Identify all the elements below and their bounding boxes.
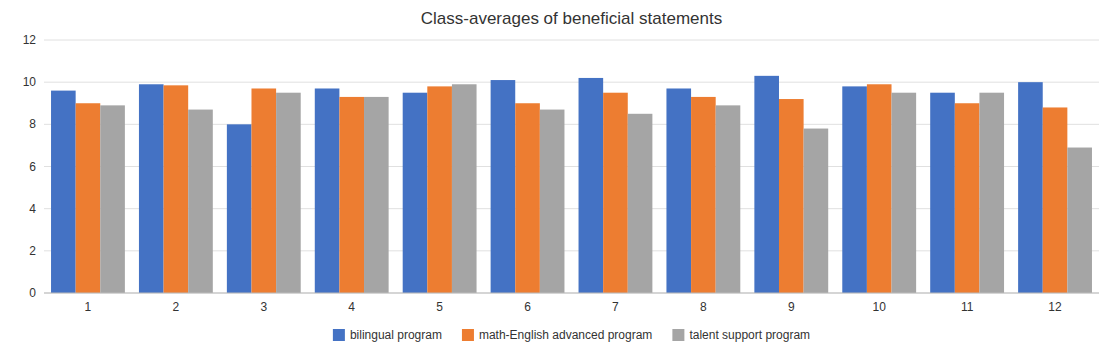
bar xyxy=(955,103,980,293)
bar xyxy=(452,84,477,293)
bar xyxy=(315,88,340,293)
grid xyxy=(44,40,1099,293)
x-tick-label: 10 xyxy=(873,300,887,314)
grid-line xyxy=(44,293,1099,294)
bars xyxy=(51,76,1092,293)
bar xyxy=(867,84,892,293)
bar xyxy=(666,88,691,293)
grid-line xyxy=(44,40,1099,41)
bar xyxy=(540,110,565,293)
legend: bilingual program math-English advanced p… xyxy=(333,328,810,342)
chart-container: Class-averages of beneficial statements 0… xyxy=(0,0,1115,359)
bar xyxy=(603,93,628,293)
x-tick-label: 6 xyxy=(524,300,531,314)
bar xyxy=(188,110,213,293)
bar xyxy=(339,97,364,293)
x-tick-label: 4 xyxy=(348,300,355,314)
y-tick-label: 0 xyxy=(29,286,36,300)
bar xyxy=(403,93,428,293)
legend-label: math-English advanced program xyxy=(479,328,652,342)
x-tick-label: 2 xyxy=(173,300,180,314)
bar xyxy=(227,124,252,293)
bar xyxy=(779,99,804,293)
x-tick-label: 7 xyxy=(612,300,619,314)
bar xyxy=(842,86,867,293)
chart-svg: Class-averages of beneficial statements 0… xyxy=(0,0,1115,359)
bar xyxy=(716,105,741,293)
bar xyxy=(628,114,653,293)
x-tick-label: 5 xyxy=(436,300,443,314)
bar xyxy=(691,97,716,293)
bar xyxy=(139,84,164,293)
bar xyxy=(100,105,125,293)
bar xyxy=(892,93,917,293)
x-tick-label: 12 xyxy=(1048,300,1062,314)
y-tick-label: 12 xyxy=(23,33,37,47)
bar xyxy=(979,93,1004,293)
bar xyxy=(51,91,76,293)
bar xyxy=(364,97,389,293)
grid-line xyxy=(44,82,1099,83)
bar xyxy=(427,86,452,293)
bar xyxy=(76,103,101,293)
bar xyxy=(515,103,540,293)
bar xyxy=(251,88,276,293)
bar xyxy=(1067,148,1092,293)
legend-label: bilingual program xyxy=(350,328,442,342)
bar xyxy=(491,80,516,293)
bar xyxy=(930,93,955,293)
chart-title: Class-averages of beneficial statements xyxy=(421,9,722,28)
bar xyxy=(754,76,779,293)
legend-label: talent support program xyxy=(689,328,810,342)
x-tick-label: 9 xyxy=(788,300,795,314)
legend-swatch xyxy=(462,329,474,341)
y-tick-label: 10 xyxy=(23,75,37,89)
bar xyxy=(276,93,301,293)
x-tick-label: 3 xyxy=(260,300,267,314)
x-tick-label: 8 xyxy=(700,300,707,314)
y-tick-label: 4 xyxy=(29,202,36,216)
bar xyxy=(164,85,189,293)
bar xyxy=(804,129,829,293)
legend-swatch xyxy=(333,329,345,341)
y-tick-label: 6 xyxy=(29,160,36,174)
x-tick-label: 1 xyxy=(85,300,92,314)
bar xyxy=(1018,82,1043,293)
x-axis-line xyxy=(44,293,1099,294)
bar xyxy=(579,78,604,293)
y-tick-label: 2 xyxy=(29,244,36,258)
x-tick-label: 11 xyxy=(961,300,974,314)
bar xyxy=(1043,107,1068,293)
y-tick-label: 8 xyxy=(29,117,36,131)
legend-swatch xyxy=(672,329,684,341)
